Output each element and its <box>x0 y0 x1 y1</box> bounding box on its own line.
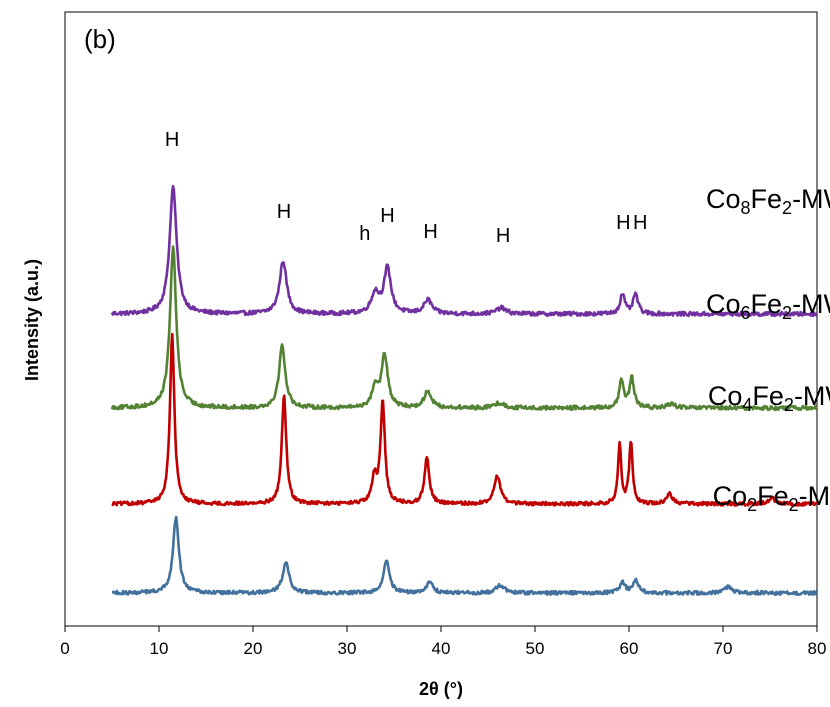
x-tick-label: 60 <box>620 639 639 658</box>
panel-label: (b) <box>84 24 116 54</box>
x-tick-label: 80 <box>808 639 827 658</box>
series-line <box>111 515 818 597</box>
peak-annotation: H <box>277 201 291 223</box>
x-tick-label: 0 <box>60 639 69 658</box>
peak-annotation: H <box>633 212 647 234</box>
peak-annotation: H <box>165 129 179 151</box>
peak-annotation: H <box>616 212 630 234</box>
series-label: Co4Fe2-MW <box>708 381 830 415</box>
x-axis-title: 2θ (°) <box>419 679 463 699</box>
labels-layer: Co8Fe2-MWCo6Fe2-MWCo4Fe2-MWCo2Fe2-MWHHhH… <box>165 129 830 515</box>
peak-annotation: H <box>496 225 510 247</box>
x-tick-label: 30 <box>338 639 357 658</box>
series-line <box>111 332 818 507</box>
x-axis: 0 10 20 30 40 50 60 70 80 <box>60 626 826 658</box>
x-tick-label: 50 <box>526 639 545 658</box>
y-axis-title: Intensity (a.u.) <box>22 259 42 381</box>
series-label: Co8Fe2-MW <box>706 184 830 218</box>
x-tick-label: 70 <box>714 639 733 658</box>
series-label: Co2Fe2-MW <box>713 481 830 515</box>
peak-annotation: h <box>359 223 370 245</box>
x-tick-label: 40 <box>432 639 451 658</box>
series-label: Co6Fe2-MW <box>706 289 830 323</box>
series-line <box>110 245 819 412</box>
series-layer <box>110 184 819 597</box>
series-line <box>110 184 819 318</box>
peak-annotation: H <box>380 205 394 227</box>
peak-annotation: H <box>423 221 437 243</box>
x-tick-label: 10 <box>150 639 169 658</box>
x-tick-label: 20 <box>244 639 263 658</box>
